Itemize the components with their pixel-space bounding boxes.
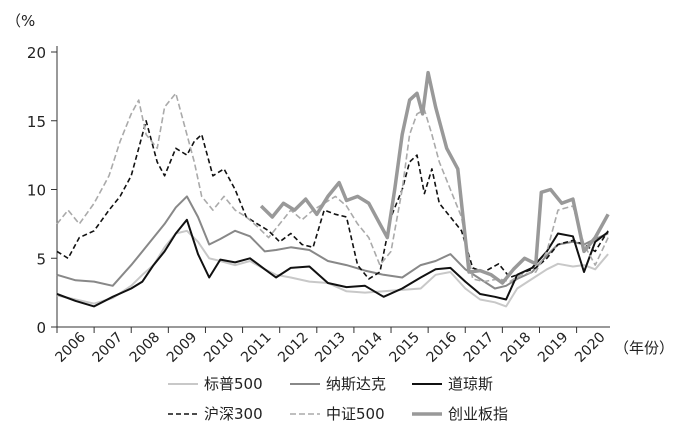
legend-label: 中证500: [326, 405, 385, 423]
x-tick-label: 2020: [572, 329, 609, 366]
x-tick-label: 2009: [164, 329, 201, 366]
x-tick-label: 2011: [238, 329, 275, 366]
legend-label: 沪深300: [204, 405, 263, 423]
x-tick-label: 2008: [127, 329, 164, 366]
legend-label: 纳斯达克: [326, 375, 386, 393]
x-tick-label: 2017: [461, 329, 498, 366]
x-ticks: 2006 2007 2008 2009 2010 2011 2012 2013 2014 2015…: [53, 327, 609, 366]
x-tick-label: 2019: [535, 329, 572, 366]
x-tick-label: 2018: [498, 329, 535, 366]
x-tick-label: 2012: [275, 329, 312, 366]
series-line-1: [56, 229, 609, 308]
y-tick-label: 5: [36, 250, 46, 268]
x-tick-label: 2007: [90, 329, 127, 366]
x-axis-label: （年份）: [614, 339, 674, 357]
x-tick-label: 2015: [387, 329, 424, 366]
chart-axes: [56, 46, 610, 328]
y-axis-label: （%: [6, 12, 35, 30]
series-lines: [56, 70, 610, 308]
series-line-2: [56, 195, 609, 290]
x-tick-label: 2016: [424, 329, 461, 366]
x-tick-label: 2006: [53, 329, 90, 366]
x-tick-label: 2010: [201, 329, 238, 366]
legend-label: 标普500: [204, 375, 263, 393]
y-tick-label: 0: [36, 319, 46, 337]
legend-label: 创业板指: [448, 405, 508, 423]
y-tick-label: 10: [27, 182, 46, 200]
x-tick-label: 2013: [312, 329, 349, 366]
y-tick-label: 20: [27, 44, 46, 62]
y-ticks: 0 5 10 15 20: [27, 44, 57, 337]
series-line-6: [259, 70, 610, 285]
y-tick-label: 15: [27, 113, 46, 131]
legend-label: 道琼斯: [448, 375, 493, 393]
series-line-3: [56, 218, 609, 308]
series-line-4: [56, 120, 609, 280]
x-tick-label: 2014: [349, 329, 386, 366]
